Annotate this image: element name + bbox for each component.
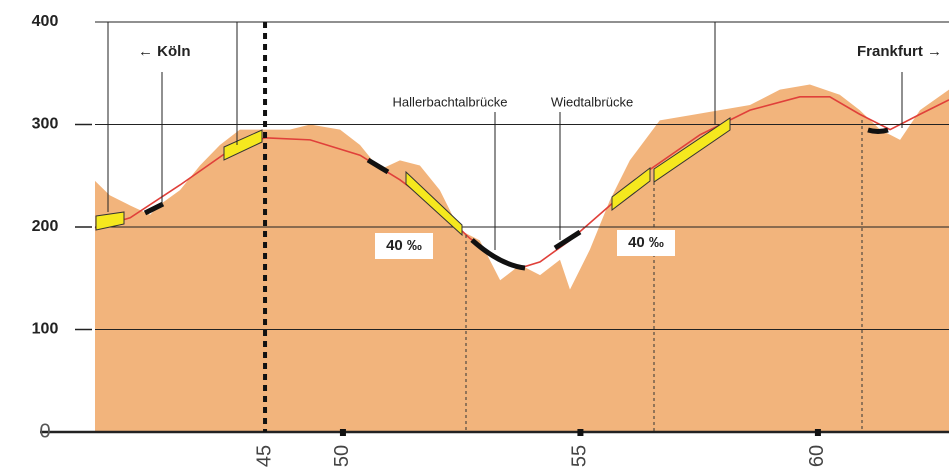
tunnel [95, 211, 125, 231]
overlay: ← Köln Frankfurt → Hallerbachtalbrücke W… [32, 13, 942, 467]
tunnel [405, 170, 463, 237]
y-tick-label: 300 [32, 116, 59, 133]
y-tick-label: 100 [32, 321, 59, 338]
label-box [617, 230, 675, 256]
annotation: Hallerbachtalbrücke [393, 94, 508, 109]
annotation: ← Köln [138, 43, 191, 60]
annotation: Wiedtalbrücke [551, 94, 633, 109]
annotation: 40 ‰ [386, 237, 422, 254]
cutting [553, 229, 582, 251]
tunnel [223, 129, 263, 161]
annotation: Frankfurt → [857, 43, 942, 60]
x-tick [339, 429, 346, 436]
marker-label: 45 [253, 445, 275, 467]
tunnel [653, 117, 731, 183]
cutting [470, 238, 526, 271]
x-tick [814, 429, 821, 436]
label-box [375, 233, 433, 259]
terrain-area [95, 84, 949, 433]
x-tick-label: 60 [806, 445, 828, 467]
background-layer [40, 21, 949, 434]
tunnel [611, 166, 651, 212]
dotted-lines [465, 120, 863, 432]
cutting [143, 201, 165, 216]
annotation: 40 ‰ [628, 234, 664, 251]
cutting [867, 127, 889, 134]
x-tick [577, 429, 584, 436]
y-tick-label: 400 [32, 13, 59, 30]
x-tick-label: 55 [569, 445, 591, 467]
y-tick-label: 200 [32, 218, 59, 235]
pointer-lines [107, 22, 903, 250]
x-tick-label: 50 [331, 445, 353, 467]
y-tick-label: 0 [39, 420, 50, 442]
cutting [366, 157, 390, 175]
